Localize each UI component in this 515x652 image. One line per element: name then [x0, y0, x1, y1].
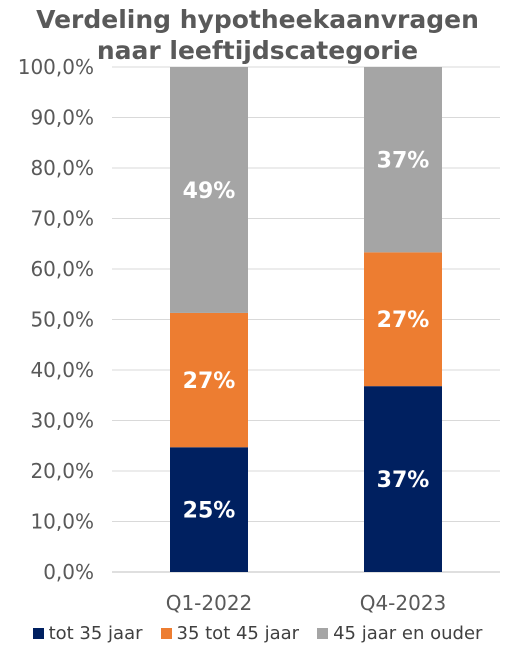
chart-title-line-1: Verdeling hypotheekaanvragen — [36, 5, 479, 34]
chart-title-line-2: naar leeftijdscategorie — [96, 36, 419, 65]
data-label: 27% — [183, 369, 236, 394]
legend-swatch — [160, 627, 172, 639]
y-tick-label: 90,0% — [30, 106, 94, 130]
legend-item: 35 tot 45 jaar — [160, 622, 300, 644]
legend-label: tot 35 jaar — [48, 622, 143, 644]
bar-segment — [364, 67, 442, 253]
y-tick-label: 70,0% — [30, 207, 94, 231]
data-label: 37% — [377, 468, 430, 493]
x-tick-label: Q4-2023 — [360, 591, 447, 615]
data-label: 25% — [183, 499, 236, 524]
legend-item: 45 jaar en ouder — [317, 623, 482, 644]
x-tick-label: Q1-2022 — [166, 591, 253, 615]
data-label: 49% — [183, 179, 236, 204]
data-label: 37% — [377, 149, 430, 174]
y-tick-label: 60,0% — [30, 257, 94, 281]
y-tick-label: 50,0% — [30, 308, 94, 332]
legend-label: 45 jaar en ouder — [333, 622, 483, 644]
bar-segment — [170, 67, 248, 313]
legend-swatch — [32, 627, 44, 639]
chart-legend: tot 35 jaar 35 tot 45 jaar 45 jaar en oude… — [0, 618, 515, 648]
y-tick-label: 30,0% — [30, 409, 94, 433]
legend-item: tot 35 jaar — [32, 622, 143, 644]
bar-segment — [170, 447, 248, 572]
y-tick-label: 80,0% — [30, 156, 94, 180]
bar-segment — [364, 386, 442, 572]
chart-title: Verdeling hypotheekaanvragen naar leefti… — [0, 4, 515, 66]
y-tick-label: 10,0% — [30, 510, 94, 534]
y-tick-label: 20,0% — [30, 459, 94, 483]
y-tick-label: 100,0% — [18, 55, 94, 79]
y-tick-label: 0,0% — [43, 560, 94, 584]
legend-label: 35 tot 45 jaar — [176, 622, 300, 644]
data-label: 27% — [377, 308, 430, 333]
bar-segment — [170, 312, 248, 448]
legend-swatch — [317, 627, 329, 639]
bar-segment — [364, 252, 442, 387]
y-tick-label: 40,0% — [30, 358, 94, 382]
